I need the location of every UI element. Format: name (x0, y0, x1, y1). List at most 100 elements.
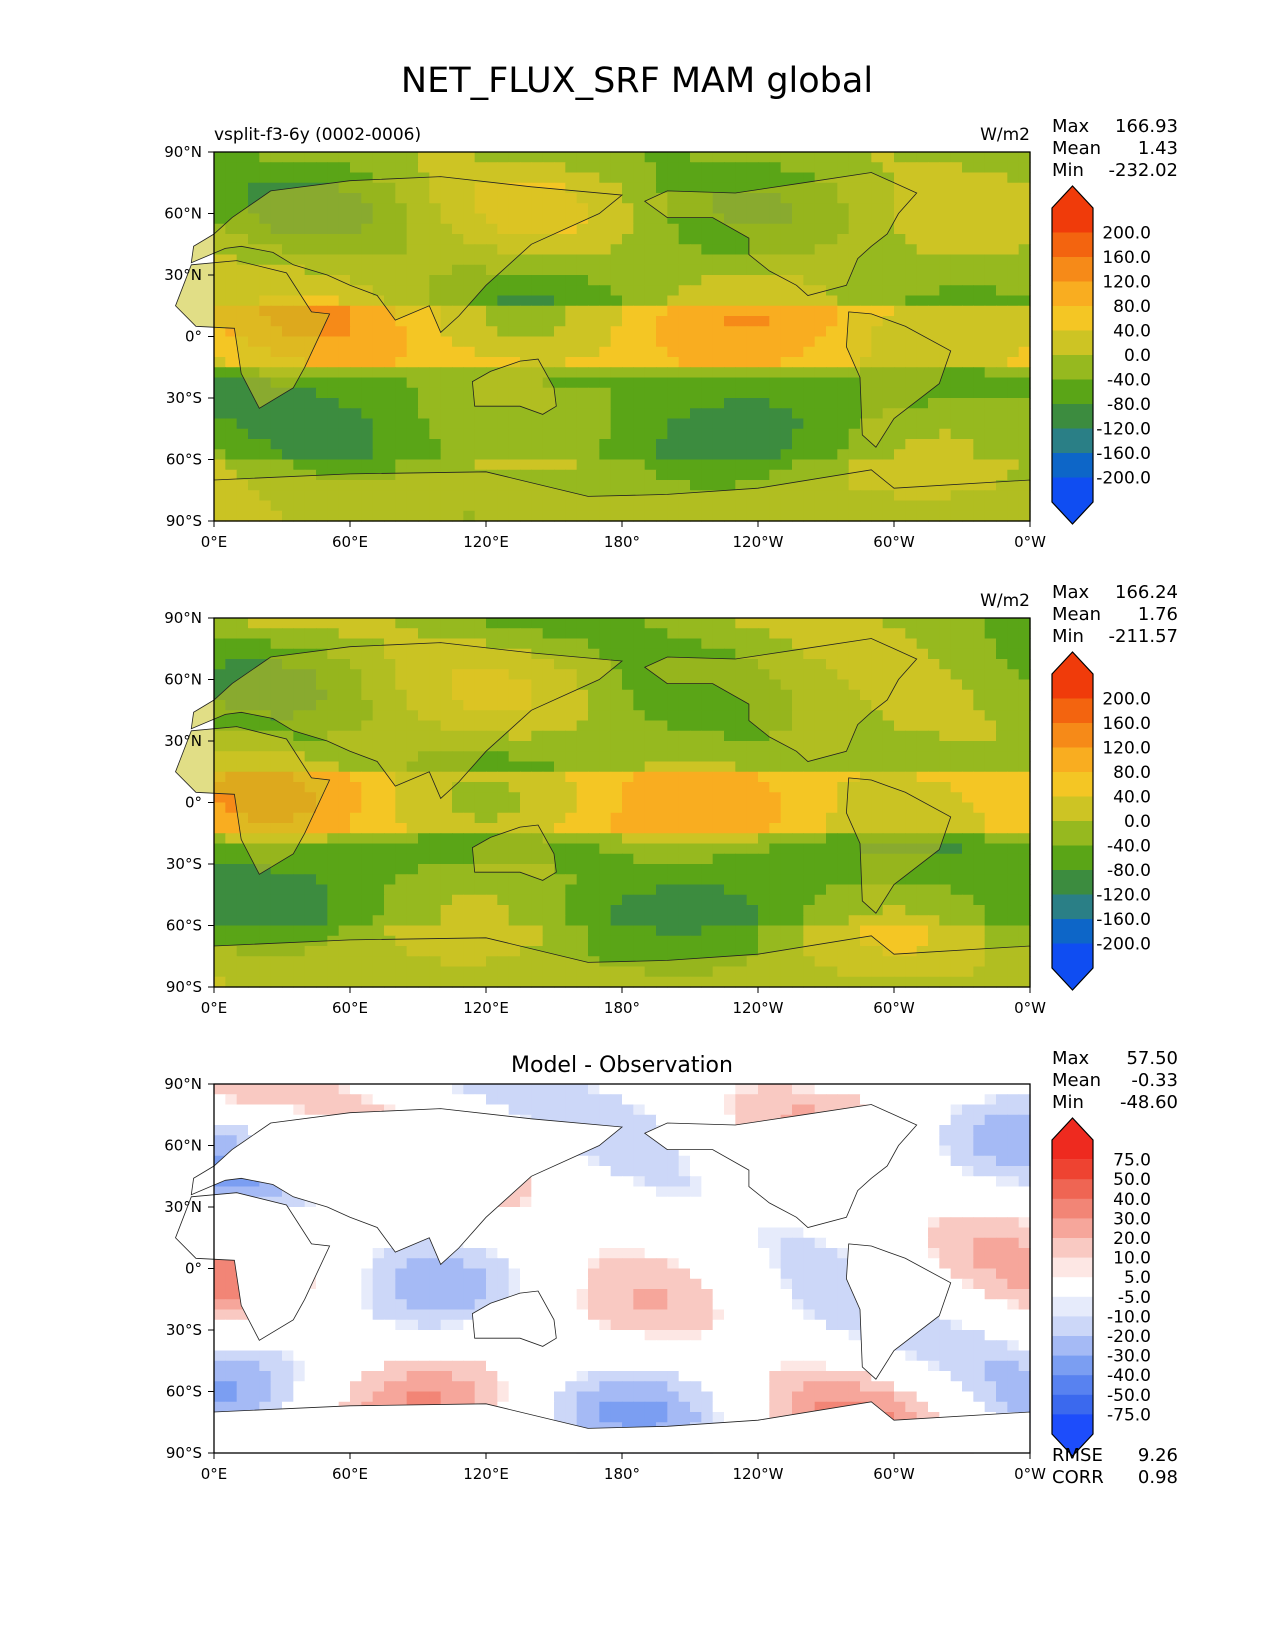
field-cell (735, 387, 748, 399)
field-cell (214, 884, 226, 896)
field-cell (848, 894, 861, 906)
field-cell (758, 741, 770, 752)
field-cell (508, 275, 521, 286)
field-cell (667, 449, 680, 461)
field-cell (622, 751, 634, 763)
field-cell (282, 418, 294, 430)
field-cell (463, 408, 476, 420)
field-cell (508, 326, 521, 338)
field-cell (928, 418, 940, 430)
field-cell (724, 172, 736, 184)
field-cell (656, 398, 668, 409)
field-cell (497, 285, 510, 297)
field-cell (463, 172, 476, 184)
field-cell (724, 720, 736, 732)
field-cell (350, 449, 362, 461)
field-cell (984, 669, 997, 681)
field-cell (225, 387, 238, 399)
field-cell (633, 439, 646, 450)
field-cell (418, 326, 430, 338)
field-cell (474, 357, 487, 368)
field-cell (599, 346, 612, 358)
field-cell (588, 480, 600, 491)
field-cell (599, 377, 612, 389)
y-tick-label: 30°S (166, 389, 202, 407)
field-cell (996, 771, 1008, 783)
field-cell (350, 792, 362, 804)
field-cell (452, 628, 464, 640)
field-cell (214, 669, 226, 681)
field-cell (599, 802, 612, 814)
field-cell (327, 782, 340, 793)
field-cell (406, 792, 419, 804)
field-cell (463, 398, 476, 409)
field-cell (656, 792, 668, 804)
field-cell (610, 182, 623, 194)
field-cell (962, 894, 974, 906)
field-cell (814, 884, 827, 896)
field-cell (520, 264, 532, 276)
field-cell (236, 459, 249, 471)
field-cell (746, 295, 759, 307)
field-cell (735, 398, 748, 409)
field-cell (406, 162, 419, 174)
field-cell (474, 823, 487, 834)
field-cell (236, 884, 249, 896)
field-cell (395, 843, 408, 855)
field-cell (633, 480, 646, 491)
field-cell (758, 823, 770, 834)
field-cell (939, 162, 952, 174)
field-cell (928, 182, 940, 194)
field-cell (882, 741, 895, 752)
field-cell (792, 833, 804, 845)
field-cell (384, 915, 396, 927)
field-cell (327, 326, 340, 338)
field-cell (1007, 648, 1020, 660)
field-cell (622, 853, 634, 865)
field-cell (236, 894, 249, 906)
field-cell (905, 915, 918, 927)
field-cell (418, 618, 430, 629)
field-cell (803, 152, 816, 163)
field-cell (225, 152, 238, 163)
field-cell (950, 700, 963, 711)
field-cell (588, 741, 600, 752)
field-cell (678, 480, 691, 491)
field-cell (871, 295, 884, 307)
field-cell (667, 925, 680, 937)
field-cell (293, 285, 306, 297)
field-cell (633, 305, 646, 317)
field-cell (950, 843, 963, 855)
field-cell (418, 336, 430, 348)
field-cell (588, 771, 600, 783)
field-cell (950, 648, 963, 660)
field-cell (984, 469, 997, 481)
field-cell (588, 751, 600, 763)
field-cell (882, 935, 895, 947)
field-cell (712, 792, 725, 804)
field-cell (837, 782, 850, 793)
field-cell (724, 418, 736, 430)
field-cell (565, 925, 578, 937)
field-cell (599, 418, 612, 430)
field-cell (826, 905, 838, 916)
field-cell (860, 925, 872, 937)
field-cell (1007, 449, 1020, 461)
field-cell (894, 459, 906, 471)
field-cell (1018, 710, 1031, 722)
field-cell (565, 905, 578, 916)
field-cell (361, 853, 374, 865)
field-cell (497, 346, 510, 358)
field-cell (894, 172, 906, 184)
field-cell (508, 628, 521, 640)
field-cell (622, 439, 634, 450)
field-cell (860, 305, 872, 317)
field-cell (429, 853, 442, 865)
field-cell (282, 730, 294, 742)
field-cell (667, 418, 680, 430)
field-cell (916, 884, 929, 896)
field-cell (565, 638, 578, 650)
field-cell (950, 771, 963, 783)
field-cell (905, 408, 918, 420)
field-cell (735, 316, 748, 327)
